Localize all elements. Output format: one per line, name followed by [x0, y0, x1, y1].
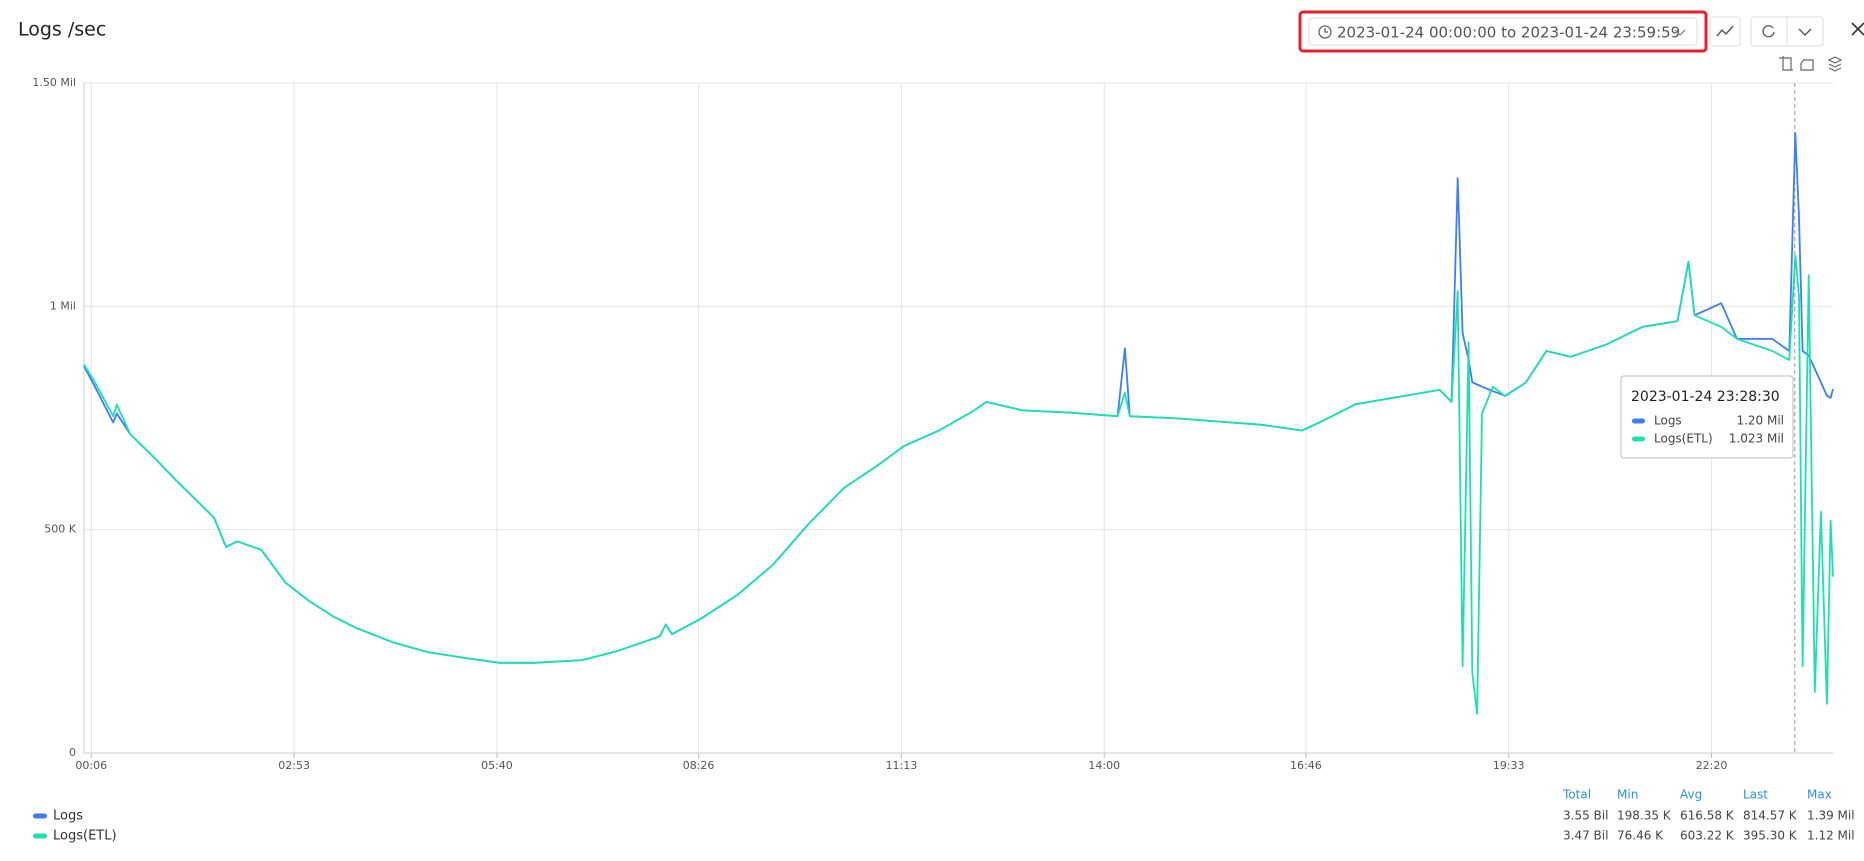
x-tick-label: 22:20	[1696, 759, 1728, 772]
legend-label: Logs	[53, 809, 83, 824]
close-icon[interactable]	[1851, 22, 1864, 36]
summary-header: Avg	[1680, 788, 1702, 802]
clock-hands	[1324, 28, 1328, 33]
summary-cell: 814.57 K	[1743, 809, 1798, 823]
series-line	[83, 132, 1834, 664]
refresh-group[interactable]	[1750, 16, 1824, 47]
time-range[interactable]: 2023-01-24 00:00:00 to 2023-01-24 23:59:…	[1337, 24, 1680, 42]
series-line	[83, 254, 1834, 715]
legend-label: Logs(ETL)	[53, 829, 117, 844]
summary-cell: 1.12 Mil	[1807, 829, 1855, 843]
tooltip-value: 1.20 Mil	[1736, 414, 1784, 428]
button-box[interactable]	[1709, 16, 1741, 47]
tooltip-swatch	[1632, 418, 1645, 424]
highlight-box	[1298, 10, 1708, 53]
dropdown-icon	[1674, 29, 1686, 36]
summary-header: Total	[1562, 788, 1591, 802]
layers-icon[interactable]	[1827, 56, 1843, 72]
grid	[84, 82, 1833, 754]
refresh-icon[interactable]	[1762, 25, 1775, 38]
tooltip-series: Logs	[1654, 414, 1682, 428]
x-tick-label: 02:53	[278, 759, 310, 772]
summary-cell: 3.47 Bil	[1563, 829, 1608, 843]
y-tick-label: 1.50 Mil	[32, 76, 76, 89]
y-tick-label: 0	[69, 746, 76, 759]
x-tick-label: 08:26	[683, 759, 715, 772]
summary-header: Max	[1807, 788, 1832, 802]
time-picker[interactable]: 2023-01-24 00:00:00 to 2023-01-24 23:59:…	[1298, 10, 1708, 53]
summary-header: Last	[1743, 788, 1768, 802]
tooltip-swatch	[1632, 436, 1645, 442]
x-tick-label: 14:00	[1088, 759, 1120, 772]
summary-cell: 198.35 K	[1617, 809, 1672, 823]
summary-header: Min	[1617, 788, 1638, 802]
panel-title: Logs /sec	[18, 19, 106, 41]
reset-icon[interactable]	[1800, 59, 1814, 71]
tooltip-time: 2023-01-24 23:28:30	[1631, 389, 1780, 405]
tooltip-value: 1.023 Mil	[1729, 432, 1784, 446]
x-tick-label: 19:33	[1493, 759, 1525, 772]
legend-swatch	[33, 813, 47, 819]
refresh-menu-icon[interactable]	[1798, 28, 1812, 36]
compare-icon	[1716, 25, 1734, 37]
y-tick-label: 500 K	[44, 523, 76, 536]
tooltip-box	[1620, 375, 1794, 459]
zoom-icon[interactable]	[1779, 56, 1793, 71]
compare-button[interactable]	[1709, 16, 1741, 47]
x-tick-label: 00:06	[75, 759, 107, 772]
summary-cell: 603.22 K	[1680, 829, 1735, 843]
clock-icon	[1318, 25, 1332, 39]
tooltip: 2023-01-24 23:28:30 Logs 1.20 Mil Logs(ETL)…	[1620, 375, 1794, 459]
y-tick-label: 1 Mil	[50, 299, 76, 312]
summary-cell: 616.58 K	[1680, 809, 1735, 823]
legend-swatch	[33, 833, 47, 839]
x-tick-label: 16:46	[1290, 759, 1322, 772]
summary-cell: 76.46 K	[1617, 829, 1664, 843]
summary-cell: 3.55 Bil	[1563, 809, 1608, 823]
toolbar-icons	[1779, 56, 1843, 72]
x-tick-label: 11:13	[886, 759, 918, 772]
summary-cell: 395.30 K	[1743, 829, 1798, 843]
time-picker-box[interactable]	[1308, 17, 1698, 46]
summary-cell: 1.39 Mil	[1807, 809, 1855, 823]
x-tick-label: 05:40	[481, 759, 513, 772]
tooltip-series: Logs(ETL)	[1654, 432, 1713, 446]
